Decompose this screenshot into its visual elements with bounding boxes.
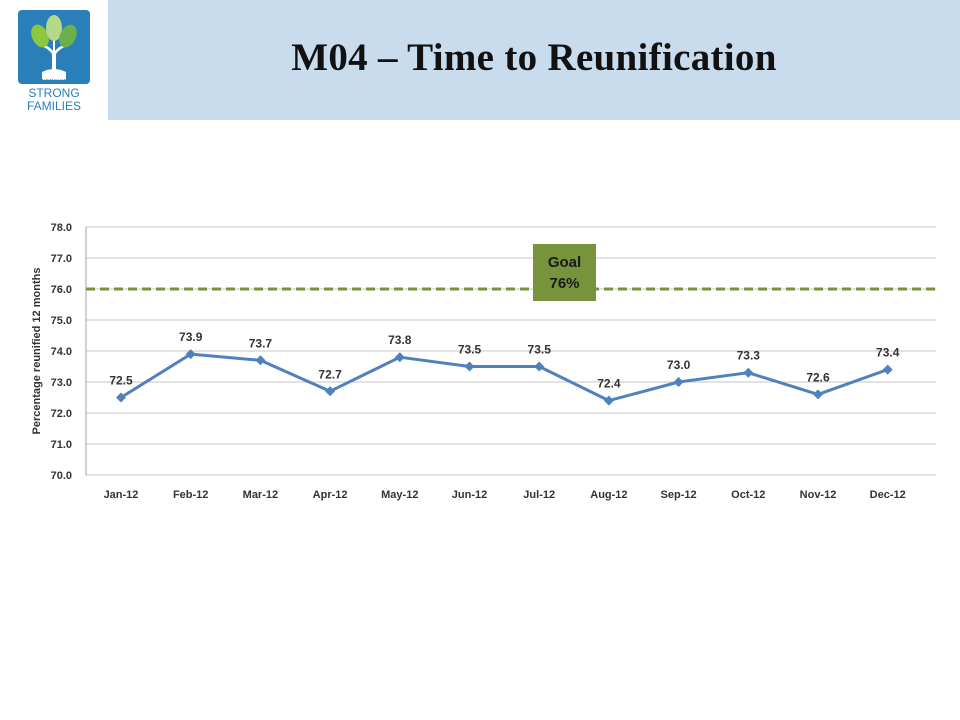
x-axis: Jan-12 Feb-12 Mar-12 Apr-12 May-12 Jun-12 Jul-…	[104, 489, 906, 501]
y-tick-label: 71.0	[51, 439, 72, 451]
y-tick-label: 74.0	[51, 346, 72, 358]
goal-badge	[533, 244, 596, 301]
data-point	[603, 395, 614, 406]
data-label: 73.5	[528, 343, 552, 357]
y-tick-label: 70.0	[51, 470, 72, 482]
logo: PARTNERSHIP FOR STRONG FAMILIES	[0, 0, 108, 120]
series-line	[120, 352, 889, 403]
data-label: 72.4	[597, 377, 621, 391]
data-label: 72.6	[806, 370, 830, 384]
data-point	[464, 361, 475, 372]
data-point	[255, 355, 266, 366]
data-label: 72.5	[109, 374, 133, 388]
data-point	[325, 386, 336, 397]
logo-text-line1: PARTNERSHIP FOR	[26, 79, 82, 85]
y-tick-label: 73.0	[51, 377, 72, 389]
data-label: 73.0	[667, 358, 691, 372]
x-tick-label: Jun-12	[452, 489, 487, 501]
header-band	[0, 0, 960, 120]
data-point	[882, 364, 893, 375]
data-label: 73.9	[179, 330, 203, 344]
y-tick-label: 77.0	[51, 253, 72, 265]
x-tick-label: Dec-12	[870, 489, 906, 501]
data-point	[185, 349, 196, 360]
y-tick-label: 75.0	[51, 315, 72, 327]
x-tick-label: Mar-12	[243, 489, 278, 501]
line-chart: 70.0 71.0 72.0 73.0 74.0 75.0 76.0 77.0 78.0 Perc…	[31, 222, 936, 501]
y-tick-label: 78.0	[51, 222, 72, 234]
tree-icon	[18, 10, 90, 84]
y-tick-label: 76.0	[51, 284, 72, 296]
logo-text-line2: STRONG	[28, 85, 80, 100]
data-point	[394, 352, 405, 363]
x-tick-label: Jul-12	[523, 489, 555, 501]
page-title: M04 – Time to Reunification	[291, 36, 777, 79]
x-tick-label: Oct-12	[731, 489, 765, 501]
gridlines	[86, 226, 936, 476]
x-tick-label: Aug-12	[590, 489, 627, 501]
goal-value-label: 76%	[549, 275, 579, 292]
y-axis-title: Percentage reunified 12 months	[31, 268, 43, 435]
x-tick-label: Sep-12	[661, 489, 697, 501]
series-line-group: 72.5 73.9 73.7 72.7 73.8 73.5 73.5 72.4 73.0 73.3…	[109, 330, 900, 406]
x-tick-label: Feb-12	[173, 489, 208, 501]
goal-line-group: Goal 76%	[86, 244, 936, 301]
data-label: 73.8	[388, 333, 412, 347]
x-tick-label: Jan-12	[104, 489, 139, 501]
data-label: 73.5	[458, 343, 482, 357]
data-point	[743, 367, 754, 378]
data-point	[813, 389, 823, 400]
logo-text-line3: FAMILIES	[26, 98, 82, 113]
data-label: 73.7	[249, 336, 273, 350]
data-point	[673, 377, 684, 387]
y-axis: 70.0 71.0 72.0 73.0 74.0 75.0 76.0 77.0 78.0 Perc…	[31, 222, 87, 482]
data-point	[116, 392, 126, 403]
goal-label: Goal	[548, 254, 581, 271]
data-label: 73.3	[737, 349, 761, 363]
x-tick-label: May-12	[381, 489, 418, 501]
data-label: 72.7	[318, 367, 342, 381]
data-point	[534, 361, 545, 372]
data-label: 73.4	[876, 346, 900, 360]
x-tick-label: Nov-12	[800, 489, 837, 501]
x-tick-label: Apr-12	[313, 489, 348, 501]
y-tick-label: 72.0	[51, 408, 72, 420]
